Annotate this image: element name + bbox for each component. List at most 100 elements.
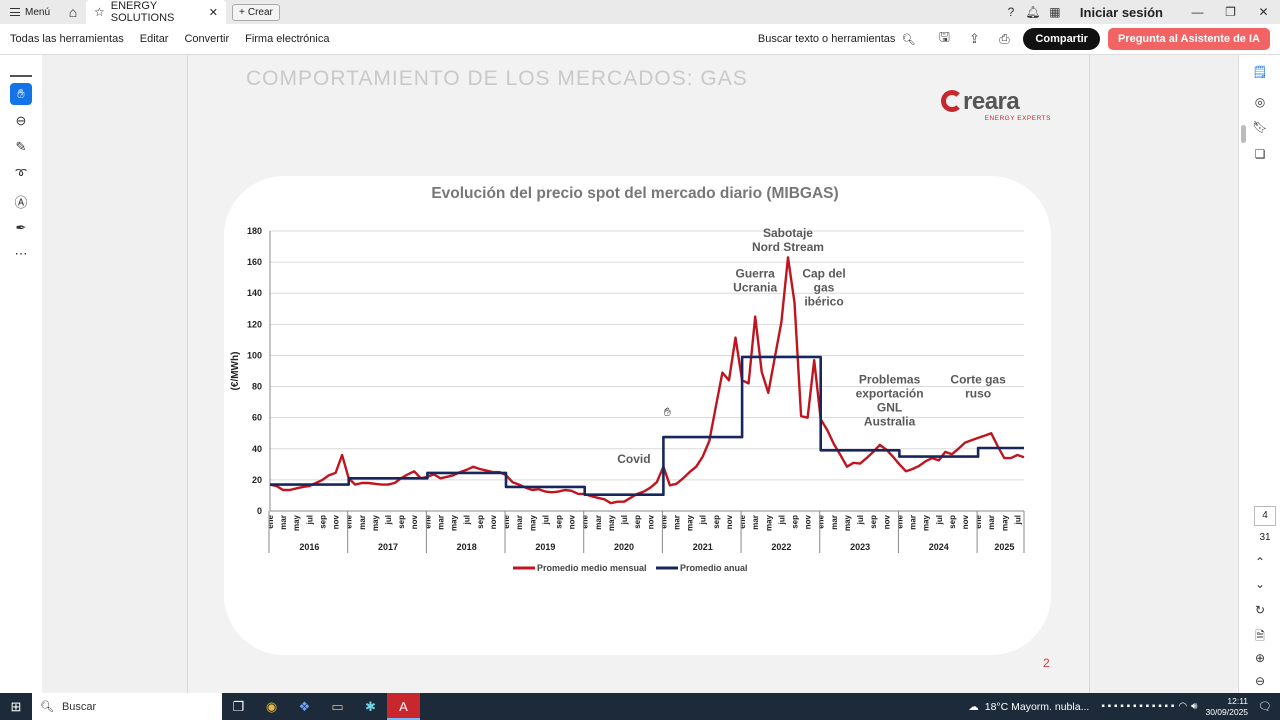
document-tab[interactable]: ☆ ENERGY SOLUTIONS ✕	[86, 0, 227, 24]
x-year-label: 2018	[457, 542, 477, 552]
x-month-label: mar	[987, 515, 996, 530]
annotation-line: Australia	[864, 414, 916, 428]
document-viewport[interactable]: COMPORTAMIENTO DE LOS MERCADOS: GAS rear…	[42, 55, 1238, 693]
lasso-tool-icon[interactable]: ➰︎	[15, 166, 27, 181]
x-year-label: 2021	[693, 542, 713, 552]
menu-edit[interactable]: Editar	[139, 33, 169, 45]
signin-button[interactable]: Iniciar sesión	[1079, 4, 1163, 20]
x-month-label: mar	[358, 515, 367, 530]
page-number: 2	[1043, 656, 1050, 670]
ai-panel-icon[interactable]: ◎	[1254, 95, 1266, 109]
maximize-icon[interactable]: ❐	[1225, 5, 1236, 19]
menu-convert[interactable]: Convertir	[184, 33, 230, 45]
x-month-label: jul	[935, 515, 944, 525]
refresh-icon[interactable]: ↻	[1254, 603, 1266, 617]
bell-icon[interactable]: 🔔︎	[1025, 5, 1041, 19]
y-tick-label: 60	[252, 413, 262, 423]
create-button[interactable]: + Crear	[232, 3, 280, 21]
rail-handle[interactable]	[10, 75, 32, 77]
minimize-icon[interactable]: —	[1191, 5, 1204, 19]
x-month-label: ene	[423, 514, 432, 528]
file-explorer-icon[interactable]: ▭	[331, 699, 344, 714]
windows-start-icon[interactable]: ⊞	[10, 698, 22, 714]
help-icon[interactable]: ?	[1007, 5, 1015, 19]
x-year-label: 2017	[378, 542, 398, 552]
chart-annotation: Covid	[617, 452, 650, 466]
chart-annotation: Problemas exportación GNL Australia	[856, 372, 924, 428]
x-month-label: ene	[659, 514, 668, 528]
search-tools-button[interactable]: Buscar texto o herramientas 🔍︎	[758, 33, 916, 46]
x-month-label: sep	[318, 515, 327, 529]
annotation-line: ruso	[965, 386, 991, 400]
y-tick-label: 160	[247, 257, 262, 267]
tray-icons[interactable]: ▪ ▪ ▪ ▪ ▪ ▪ ▪ ▪ ▪ ▪ ▪ ▪	[1101, 701, 1175, 712]
x-month-label: jul	[463, 515, 472, 525]
hand-tool-icon[interactable]: ✋︎	[10, 83, 32, 105]
x-month-label: ene	[345, 514, 354, 528]
x-year-label: 2019	[535, 542, 555, 552]
chart-card: Evolución del precio spot del mercado di…	[224, 176, 1051, 655]
notification-icon[interactable]: 🗨︎	[1258, 701, 1272, 713]
print-icon[interactable]: ⎙	[999, 31, 1010, 46]
page-down-icon[interactable]: ⌄	[1254, 577, 1266, 591]
zoom-tool-icon[interactable]: ⊖	[15, 113, 27, 128]
more-tools-icon[interactable]: ⋯	[14, 246, 28, 261]
x-month-label: jul	[856, 515, 865, 525]
close-window-icon[interactable]: ✕	[1258, 5, 1269, 19]
share-button[interactable]: Compartir	[1023, 28, 1100, 50]
menu-button[interactable]: Menú	[0, 0, 60, 24]
menu-icon	[10, 8, 20, 16]
x-month-label: jul	[384, 515, 393, 525]
wifi-icon[interactable]: ◠	[1178, 701, 1188, 712]
pen-tool-icon[interactable]: ✎	[15, 139, 27, 154]
fill-sign-icon[interactable]: ✒︎	[15, 220, 27, 235]
menu-label: Menú	[25, 6, 51, 18]
x-month-label: ene	[895, 514, 904, 528]
weather-widget[interactable]: ☁︎ 18°C Mayorm. nubla...	[968, 701, 1089, 713]
clock-date: 30/09/2025	[1205, 706, 1249, 717]
y-axis-label: (€/MWh)	[230, 352, 241, 391]
x-month-label: may	[528, 514, 537, 531]
save-icon[interactable]: 🖫	[938, 29, 950, 44]
menu-esign[interactable]: Firma electrónica	[245, 33, 330, 45]
x-month-label: mar	[830, 515, 839, 530]
taskbar-clock[interactable]: 12:11 30/09/2025	[1205, 696, 1248, 718]
search-tools-label: Buscar texto o herramientas	[757, 33, 896, 45]
document-search-icon[interactable]: 🗎	[1255, 629, 1265, 643]
x-month-label: mar	[751, 515, 760, 530]
volume-icon[interactable]: 🔊︎	[1191, 701, 1198, 712]
page-up-icon[interactable]: ⌃	[1254, 555, 1266, 569]
upload-cloud-icon[interactable]: ⇪	[968, 31, 980, 46]
zoom-in-icon[interactable]: ⊕	[1254, 651, 1266, 665]
zoom-out-icon[interactable]: ⊖	[1254, 674, 1266, 688]
scrollbar-thumb[interactable]	[1241, 125, 1246, 143]
bookmark-icon[interactable]: 🔖︎	[1252, 120, 1268, 134]
copilot-icon[interactable]: ❖	[298, 699, 311, 714]
annotation-line: Covid	[617, 452, 650, 466]
comment-panel-icon[interactable]: 🗒︎	[1252, 65, 1268, 79]
menu-all-tools[interactable]: Todas las herramientas	[10, 33, 124, 45]
ai-assistant-button[interactable]: Pregunta al Asistente de IA	[1107, 28, 1270, 50]
app-gear-icon[interactable]: ✱	[365, 699, 376, 714]
x-month-label: may	[450, 514, 459, 531]
annotation-line: exportación	[856, 386, 924, 400]
text-select-icon[interactable]: Ⓐ	[14, 194, 28, 210]
close-tab-icon[interactable]: ✕	[208, 6, 219, 19]
y-tick-label: 100	[247, 350, 262, 360]
current-page-input[interactable]: 4	[1254, 506, 1276, 526]
search-icon: 🔍︎	[901, 33, 916, 46]
star-icon[interactable]: ☆	[94, 5, 105, 19]
x-month-label: nov	[804, 514, 813, 529]
slide-title: COMPORTAMIENTO DE LOS MERCADOS: GAS	[246, 67, 748, 90]
pages-icon[interactable]: ❏	[1254, 147, 1266, 161]
x-month-label: nov	[961, 514, 970, 529]
home-icon[interactable]: ⌂	[68, 4, 78, 20]
x-month-label: jul	[699, 515, 708, 525]
apps-grid-icon[interactable]: ▦	[1049, 5, 1061, 19]
task-view-icon[interactable]: ❐	[232, 699, 245, 714]
taskbar-search[interactable]: 🔍︎ Buscar	[32, 693, 222, 720]
x-month-label: may	[922, 514, 931, 531]
chrome-icon[interactable]: ◉	[265, 699, 278, 714]
annotation-line: Sabotaje	[763, 226, 813, 240]
acrobat-icon[interactable]: A	[387, 693, 420, 720]
